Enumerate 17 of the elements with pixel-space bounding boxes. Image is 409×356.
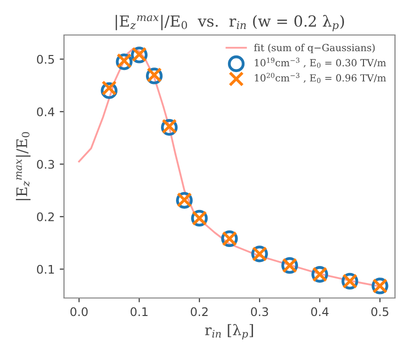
y-tick-label: 0.4 [36,107,54,116]
chart-title: |E$_{z}$$^{max}$|/E$_{0}$ vs. r$_{in}$ (w = 0.2 λ$_{p}$) [116,14,344,32]
y-tick-label: 0.2 [36,212,54,222]
x-tick-label: 0.2 [190,307,208,316]
x-tick-label: 0.5 [371,307,388,316]
x-tick-label: 0.0 [70,307,88,316]
x-tick-label: 0.1 [130,307,148,316]
y-axis-title: |E$_{z}$$^{max}$|/E$_{0}$ [16,132,30,200]
legend-label: 10$^{19}$cm$^{−3}$ , E$_{0}$ = 0.30 TV/m [254,58,386,68]
x-axis-title: r$_{in}$ [λ$_{p}$] [205,324,254,340]
y-tick-label: 0.3 [36,160,54,169]
y-tick-label: 0.5 [36,54,54,64]
legend-label: 10$^{20}$cm$^{−3}$ , E$_{0}$ = 0.96 TV/m [254,72,386,84]
x-tick-label: 0.3 [250,307,268,316]
legend-label: fit (sum of q−Gaussians) [254,44,375,54]
y-tick-label: 0.1 [36,264,54,274]
x-tick-label: 0.4 [311,307,328,316]
